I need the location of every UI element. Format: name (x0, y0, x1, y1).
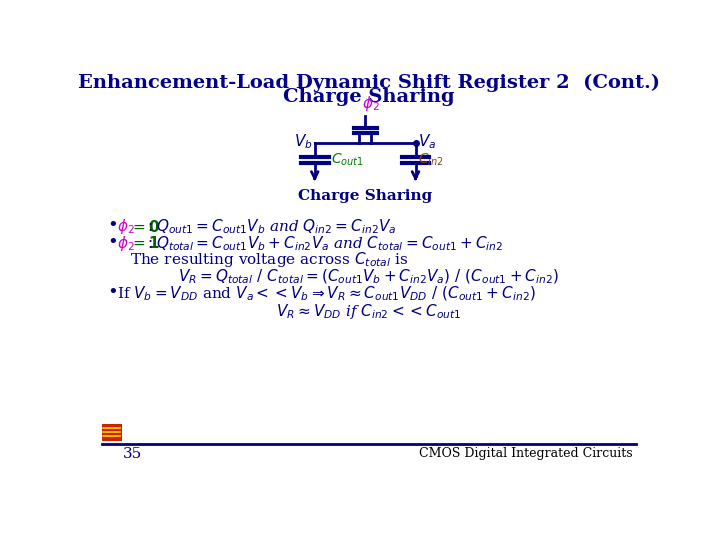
Text: $C_{in2}$: $C_{in2}$ (418, 152, 444, 168)
Text: $V_b$: $V_b$ (294, 132, 312, 151)
Text: If $V_b = V_{DD}$ and $V_a << V_b \Rightarrow V_R \approx C_{out1}V_{DD}\ /\ (C_: If $V_b = V_{DD}$ and $V_a << V_b \Right… (117, 284, 536, 303)
Text: $: Q_{total} = C_{out1}V_b + C_{in2}V_a$ and $C_{total} = C_{out1} + C_{in2}$: $: Q_{total} = C_{out1}V_b + C_{in2}V_a$… (145, 234, 503, 253)
Text: $C_{out1}$: $C_{out1}$ (331, 152, 364, 168)
Text: $\phi_2$: $\phi_2$ (117, 234, 135, 253)
Text: Charge Sharing: Charge Sharing (298, 188, 432, 202)
Text: •: • (107, 234, 118, 252)
Text: 35: 35 (123, 447, 143, 461)
Text: $V_R = Q_{total}\ /\ C_{total} = (C_{out1}V_b + C_{in2}V_a)\ /\ (C_{out1} + C_{i: $V_R = Q_{total}\ /\ C_{total} = (C_{out… (179, 267, 559, 286)
Text: CMOS Digital Integrated Circuits: CMOS Digital Integrated Circuits (419, 447, 632, 460)
Text: $\phi_2$: $\phi_2$ (117, 217, 135, 236)
Bar (102, 423, 122, 441)
Text: $\phi_2$: $\phi_2$ (362, 93, 380, 112)
Text: The resulting voltage across $C_{total}$ is: The resulting voltage across $C_{total}$… (130, 250, 408, 269)
Text: $= \mathbf{1}$: $= \mathbf{1}$ (130, 235, 160, 252)
Text: Enhancement-Load Dynamic Shift Register 2  (Cont.): Enhancement-Load Dynamic Shift Register … (78, 73, 660, 92)
Text: $V_a$: $V_a$ (418, 132, 436, 151)
Text: $= \mathbf{0}$: $= \mathbf{0}$ (130, 219, 160, 234)
Text: Charge Sharing: Charge Sharing (283, 88, 455, 106)
Text: $V_R \approx V_{DD}$ if $C_{in2} << C_{out1}$: $V_R \approx V_{DD}$ if $C_{in2} << C_{o… (276, 302, 462, 321)
Text: •: • (107, 285, 118, 302)
Text: •: • (107, 218, 118, 235)
Text: $: Q_{out1} = C_{out1}V_b$ and $Q_{in2} = C_{in2}V_a$: $: Q_{out1} = C_{out1}V_b$ and $Q_{in2} … (145, 217, 397, 236)
